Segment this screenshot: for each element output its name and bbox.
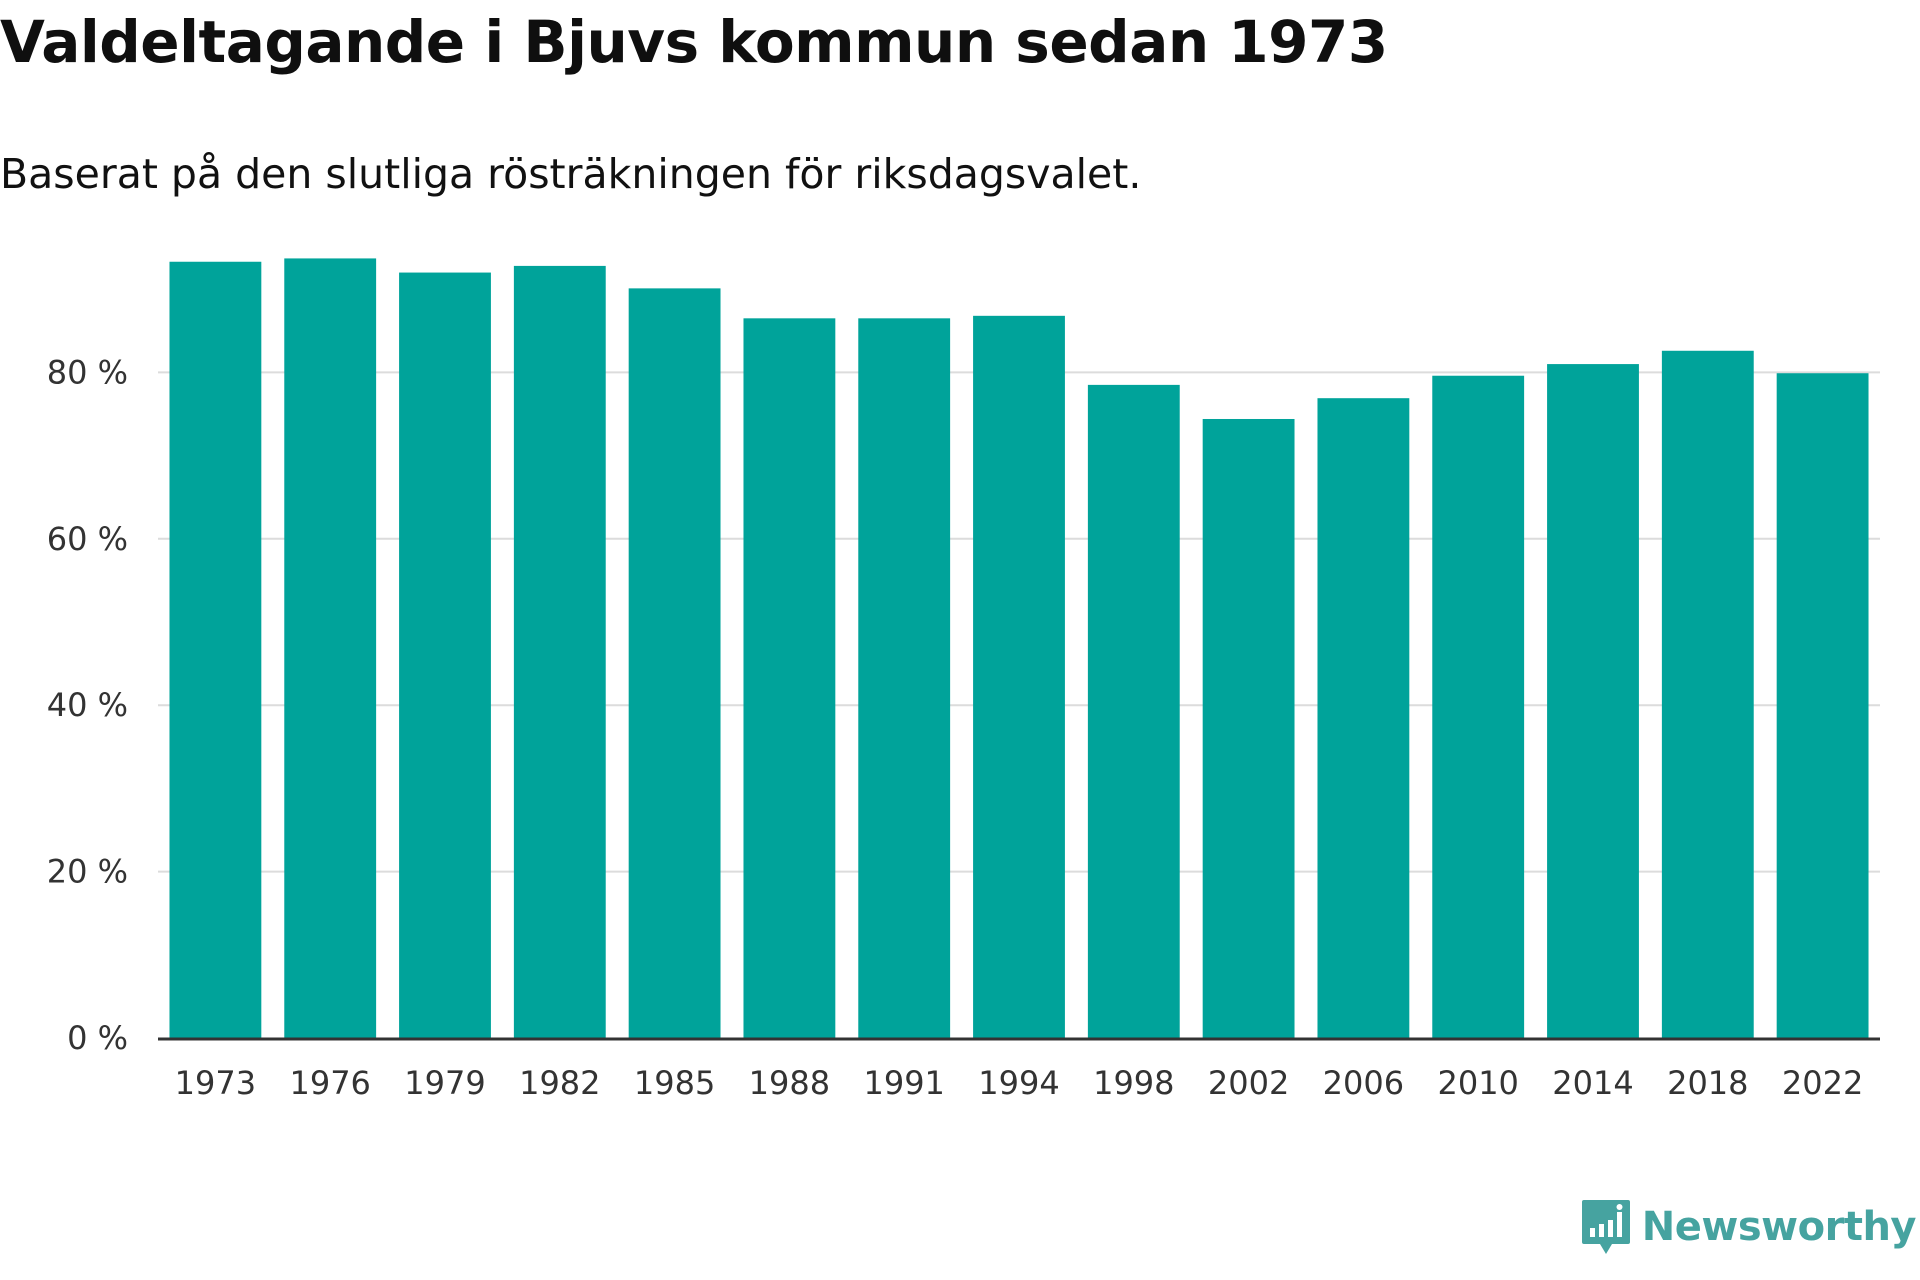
- bar: [169, 261, 262, 1038]
- bars: [169, 258, 1869, 1039]
- x-tick-label: 1991: [863, 1064, 944, 1102]
- y-tick-label: 60 %: [47, 520, 128, 558]
- x-tick-label: 2018: [1667, 1064, 1748, 1102]
- bar: [399, 272, 491, 1038]
- y-tick-label: 80 %: [47, 353, 128, 391]
- y-axis-tick-labels: 0 % 20 % 40 % 60 % 80 %: [47, 353, 128, 1057]
- bar: [1432, 375, 1525, 1038]
- bar: [628, 288, 721, 1038]
- y-tick-label: 20 %: [47, 853, 128, 891]
- chart-title: Valdeltagande i Bjuvs kommun sedan 1973: [0, 8, 1388, 76]
- x-tick-label: 1976: [289, 1064, 370, 1102]
- x-tick-label: 2022: [1782, 1064, 1863, 1102]
- y-tick-label: 0 %: [67, 1019, 128, 1057]
- bar: [973, 315, 1065, 1039]
- bar: [1317, 398, 1410, 1038]
- brand-name: Newsworthy: [1641, 1204, 1917, 1250]
- y-tick-label: 40 %: [47, 686, 128, 724]
- bar: [1661, 350, 1754, 1038]
- bar: [513, 265, 606, 1038]
- brand: Newsworthy: [1580, 1198, 1917, 1256]
- bar: [858, 318, 951, 1038]
- bar: [1776, 373, 1869, 1038]
- x-tick-label: 2010: [1437, 1064, 1518, 1102]
- x-tick-label: 1998: [1093, 1064, 1174, 1102]
- bar: [1202, 418, 1295, 1038]
- x-tick-label: 1982: [519, 1064, 600, 1102]
- x-tick-label: 1994: [978, 1064, 1059, 1102]
- x-tick-label: 2006: [1323, 1064, 1404, 1102]
- x-axis-tick-labels: 1973 1976 1979 1982 1985 1988 1991 1994 1998 2002…: [175, 1064, 1864, 1102]
- x-tick-label: 2014: [1552, 1064, 1633, 1102]
- bar: [1087, 384, 1180, 1038]
- x-tick-label: 1985: [634, 1064, 715, 1102]
- bar: [1547, 364, 1639, 1039]
- chart-subtitle: Baserat på den slutliga rösträkningen fö…: [0, 150, 1142, 198]
- x-tick-label: 2002: [1208, 1064, 1289, 1102]
- x-tick-label: 1988: [749, 1064, 830, 1102]
- bar: [284, 258, 377, 1038]
- bar: [743, 318, 836, 1038]
- x-tick-label: 1973: [175, 1064, 256, 1102]
- newsworthy-logo-icon: [1581, 1200, 1630, 1254]
- x-tick-label: 1979: [404, 1064, 485, 1102]
